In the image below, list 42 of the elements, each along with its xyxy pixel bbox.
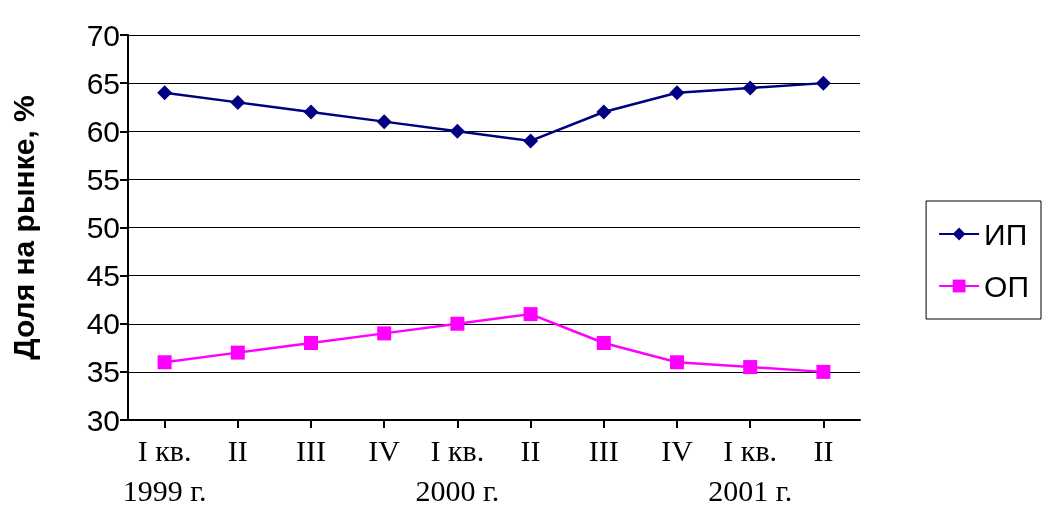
y-tick-label: 35 [86, 355, 120, 389]
x-tick-label: II [520, 433, 541, 467]
y-tick-label: 70 [86, 18, 120, 52]
point [377, 326, 392, 341]
x-tick-label: III [588, 433, 619, 467]
point [303, 104, 319, 120]
point [815, 75, 831, 91]
point [157, 85, 173, 101]
y-tick-label: 50 [86, 211, 120, 244]
legend-label: ОП [984, 269, 1030, 303]
x-tick-label: I кв. 1999 г. [122, 433, 207, 507]
x-tick-label: II [227, 433, 248, 467]
x-tick-label: III [296, 433, 326, 467]
point [450, 316, 465, 331]
y-tick-label: 40 [86, 307, 120, 341]
y-tick-label: 45 [86, 259, 120, 293]
point [230, 345, 245, 360]
point [523, 133, 539, 149]
point [230, 94, 246, 110]
point [304, 336, 318, 350]
y-tick-label: 55 [86, 162, 120, 196]
point [816, 364, 831, 379]
point [743, 360, 758, 375]
point [523, 307, 538, 322]
point [449, 123, 465, 139]
y-tick-label: 65 [86, 66, 120, 100]
y-tick-label: 60 [86, 114, 120, 148]
point [669, 85, 685, 101]
x-tick-label: I кв. 2000 г. [415, 433, 500, 507]
point [376, 114, 392, 130]
point [742, 80, 758, 96]
x-tick-label: I кв. 2001 г. [708, 433, 793, 507]
x-tick-label: II [813, 433, 834, 467]
legend-label: ИП [984, 217, 1028, 251]
point [596, 336, 611, 350]
y-axis-title: Доля на рынке, % [6, 95, 40, 360]
point [670, 355, 684, 370]
x-tick-label: IV [368, 433, 401, 467]
point [596, 104, 612, 120]
y-tick-label: 30 [86, 403, 120, 437]
point [157, 355, 172, 370]
x-tick-label: IV [661, 433, 694, 467]
